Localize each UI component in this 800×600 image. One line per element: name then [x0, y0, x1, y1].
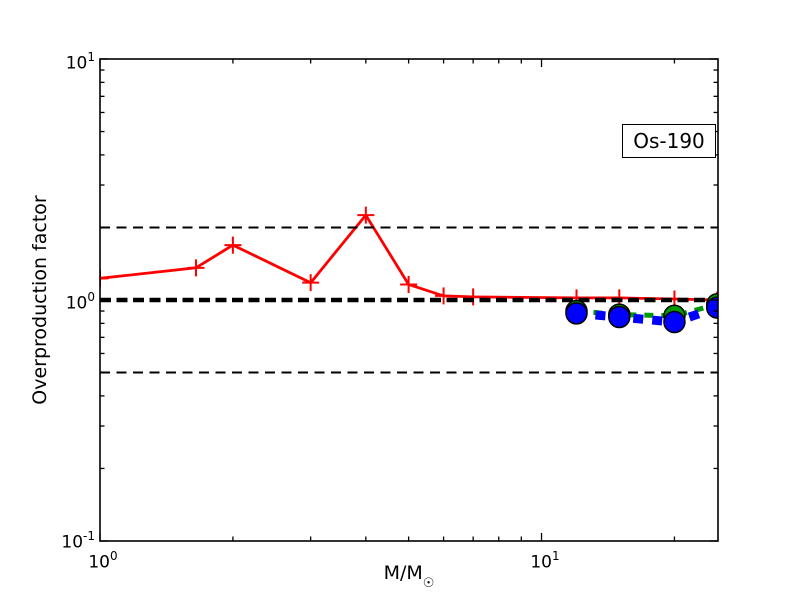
- plus-marker: [302, 274, 320, 292]
- circle-marker: [608, 305, 631, 329]
- series-line: [576, 303, 718, 327]
- y-tick-exponent: -1: [83, 529, 95, 543]
- x-tick-exponent: 1: [552, 549, 560, 563]
- y-tick-label-10e-1: 10-1: [61, 526, 95, 554]
- y-tick-exponent: 1: [87, 50, 95, 64]
- y-tick-base: 10: [61, 532, 84, 553]
- plus-marker: [435, 287, 453, 305]
- y-tick-exponent: 0: [87, 290, 95, 304]
- y-axis-label: Overproduction factor: [29, 195, 51, 405]
- isotope-annotation-text: Os-190: [633, 129, 705, 153]
- y-tick-label-10e1: 101: [66, 47, 95, 75]
- x-tick-base: 10: [88, 552, 110, 573]
- y-tick-base: 10: [65, 53, 88, 74]
- plus-marker: [224, 236, 242, 254]
- series-blue-dashed-circle: [565, 296, 718, 334]
- y-tick-label-10e0: 100: [66, 287, 95, 315]
- sun-symbol: ☉: [422, 575, 435, 591]
- x-tick-base: 10: [530, 552, 552, 573]
- plus-marker: [100, 269, 109, 287]
- plus-marker: [464, 288, 482, 306]
- circle-marker: [565, 302, 588, 325]
- x-tick-label-10e0: 100: [88, 546, 117, 574]
- series-red-solid-plus: [100, 206, 718, 309]
- x-axis-label: M/M☉: [383, 562, 435, 591]
- y-tick-base: 10: [65, 293, 88, 314]
- plus-marker: [400, 275, 418, 293]
- isotope-annotation-box: Os-190: [622, 124, 716, 158]
- circle-marker: [663, 310, 686, 334]
- plus-marker: [357, 206, 375, 224]
- x-tick-exponent: 0: [110, 549, 118, 563]
- x-axis-label-text: M/M: [383, 562, 423, 584]
- x-tick-label-10e1: 101: [530, 546, 559, 574]
- plus-marker: [187, 259, 205, 277]
